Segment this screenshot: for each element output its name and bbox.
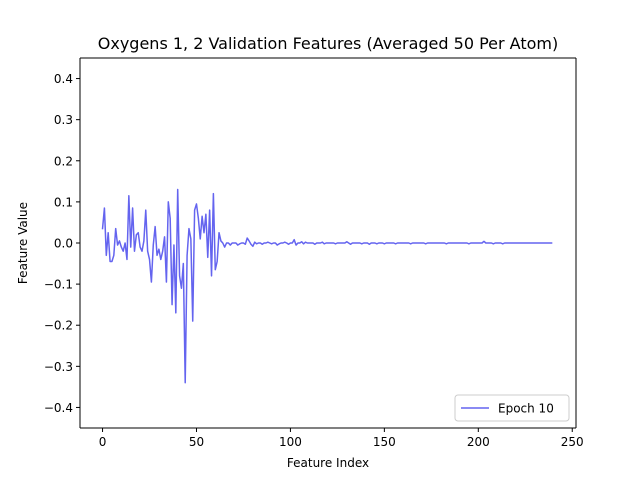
chart-title: Oxygens 1, 2 Validation Features (Averag… [98, 34, 558, 53]
series-group [101, 188, 553, 384]
y-axis-label: Feature Value [16, 202, 30, 284]
x-tick-label: 250 [561, 435, 584, 449]
x-tick-label: 150 [373, 435, 396, 449]
y-axis-ticks: −0.4 −0.3 −0.2 −0.1 0.0 0.1 0.2 0.3 0.4 [44, 72, 80, 415]
y-tick-label: 0.1 [54, 195, 73, 209]
x-tick-label: 200 [467, 435, 490, 449]
x-axis-ticks: 0 50 100 150 200 250 [99, 428, 584, 449]
legend-box [454, 394, 570, 422]
series-line-0 [101, 188, 553, 384]
y-tick-label: 0.3 [54, 113, 73, 127]
x-tick-label: 100 [279, 435, 302, 449]
x-tick-label: 50 [189, 435, 204, 449]
x-axis-label: Feature Index [287, 456, 369, 470]
x-tick-label: 0 [99, 435, 107, 449]
legend: Epoch 10 [454, 394, 570, 422]
y-tick-label: −0.2 [44, 319, 73, 333]
y-tick-label: −0.3 [44, 360, 73, 374]
y-tick-label: 0.2 [54, 154, 73, 168]
y-tick-label: −0.1 [44, 278, 73, 292]
legend-label: Epoch 10 [498, 402, 554, 416]
y-tick-label: −0.4 [44, 401, 73, 415]
y-tick-label: 0.0 [54, 237, 73, 251]
y-tick-label: 0.4 [54, 72, 73, 86]
